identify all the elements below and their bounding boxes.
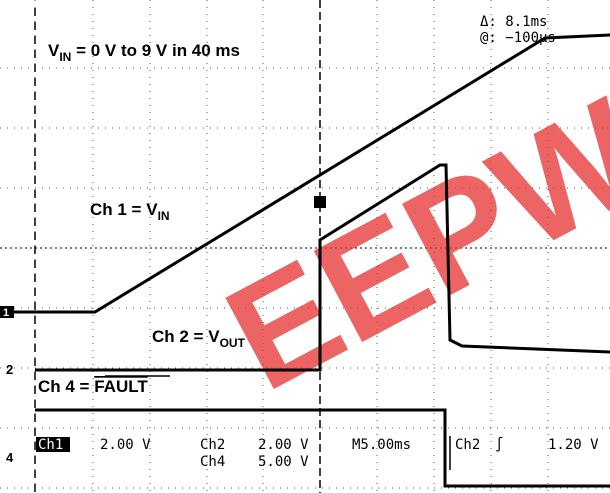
status-ch2: Ch2 [200, 437, 225, 453]
ch1-label: Ch 1 = VIN [90, 200, 170, 223]
cursor-marker [314, 196, 326, 208]
status-ch2-scale: 2.00 V [258, 437, 309, 453]
status-ch1: Ch1 [38, 437, 63, 453]
status-ch4: Ch4 [200, 454, 225, 470]
status-ch4-scale: 5.00 V [258, 454, 309, 470]
status-timebase: M5.00ms [352, 437, 411, 453]
cursor-delta: Δ: 8.1ms [480, 14, 547, 30]
vin-title: VIN = 0 V to 9 V in 40 ms [48, 41, 240, 64]
scope-screen: EEPW Δ: 8.1ms @: −100μs VIN = 0 V to 9 V… [0, 0, 610, 493]
ch4-marker: 4 [6, 450, 14, 465]
ch4-label: Ch 4 = FAULT [38, 377, 148, 396]
ch1-marker: 1 [3, 307, 9, 319]
status-trigger-slope: ∫ [495, 436, 503, 453]
status-trigger-level: 1.20 V [548, 437, 599, 453]
status-trigger-source: Ch2 [455, 437, 480, 453]
cursor-at: @: −100μs [480, 30, 556, 46]
ch2-marker: 2 [6, 362, 13, 377]
status-ch1-scale: 2.00 V [100, 437, 151, 453]
